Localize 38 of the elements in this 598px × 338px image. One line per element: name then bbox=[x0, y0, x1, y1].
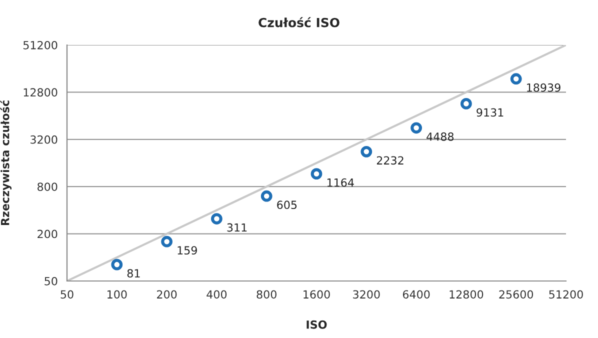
data-label: 1164 bbox=[327, 178, 354, 187]
data-label: 4488 bbox=[426, 132, 454, 141]
x-tick-label: 12800 bbox=[450, 290, 484, 299]
point bbox=[161, 236, 172, 248]
x-tick-label: 800 bbox=[256, 290, 276, 299]
x-tick-label: 6400 bbox=[402, 290, 430, 299]
point bbox=[211, 213, 222, 224]
point bbox=[510, 73, 522, 85]
chart-title: Czułość ISO bbox=[258, 17, 340, 28]
x-tick-label: 1600 bbox=[304, 290, 330, 299]
x-axis-title: ISO bbox=[306, 320, 327, 329]
point bbox=[310, 168, 322, 180]
y-tick-label: 51200 bbox=[23, 40, 58, 50]
x-tick-label: 200 bbox=[157, 290, 177, 299]
point bbox=[410, 122, 422, 134]
y-tick-label: 12800 bbox=[24, 88, 58, 97]
y-axis-title: Rzeczywista czułość bbox=[0, 100, 12, 226]
x-tick-label: 50 bbox=[60, 290, 74, 299]
data-label: 311 bbox=[227, 223, 247, 232]
point bbox=[111, 258, 123, 270]
x-tick-label: 25600 bbox=[499, 290, 534, 299]
data-label: 605 bbox=[277, 200, 297, 210]
x-tick-label: 100 bbox=[108, 290, 127, 299]
y-tick-label: 200 bbox=[38, 230, 58, 238]
point bbox=[260, 190, 272, 202]
data-label: 2232 bbox=[376, 156, 404, 165]
data-label: 159 bbox=[178, 246, 197, 255]
y-tick-label: 50 bbox=[44, 276, 58, 286]
point bbox=[460, 98, 472, 110]
x-tick-label: 400 bbox=[206, 290, 227, 299]
x-tick-label: 51200 bbox=[549, 290, 583, 299]
data-label: 9131 bbox=[476, 108, 504, 117]
y-tick-label: 800 bbox=[38, 182, 58, 191]
data-label: 18939 bbox=[527, 83, 560, 92]
x-tick-label: 3200 bbox=[353, 290, 380, 299]
point bbox=[360, 146, 372, 158]
data-label: 81 bbox=[127, 269, 140, 278]
y-tick-label: 3200 bbox=[30, 135, 58, 144]
